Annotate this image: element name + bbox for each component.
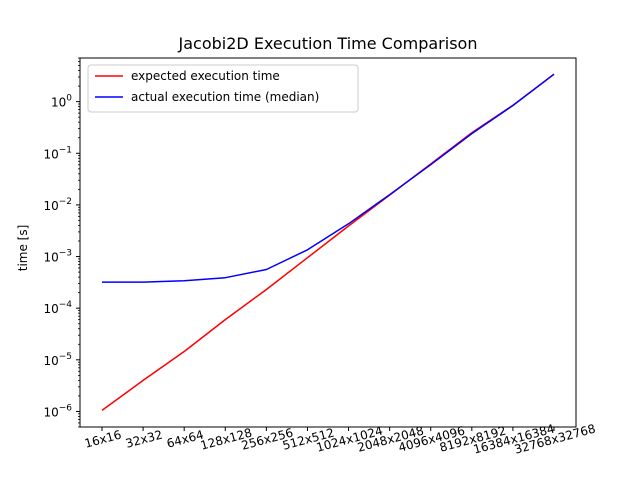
y-tick-label: 10−6	[43, 403, 72, 419]
x-tick-label: 16x16	[83, 428, 123, 451]
series-line-2	[102, 73, 555, 283]
plot-frame	[79, 57, 577, 428]
legend-label: actual execution time (median)	[131, 90, 319, 104]
y-tick-label: 10−2	[43, 197, 72, 213]
y-tick-label: 10−5	[43, 352, 72, 368]
legend: expected execution time actual execution …	[87, 64, 359, 113]
y-tick-label: 10−4	[43, 300, 72, 316]
legend-box	[87, 64, 359, 113]
chart-title: Jacobi2D Execution Time Comparison	[178, 34, 478, 53]
legend-label: expected execution time	[131, 69, 280, 83]
y-tick-label: 10−1	[43, 145, 72, 161]
x-tick-label: 32x32	[124, 428, 164, 451]
plot-area	[101, 73, 555, 412]
y-tick-label: 100	[51, 94, 72, 110]
y-tick-label: 10−3	[43, 249, 72, 265]
y-axis-label: time [s]	[16, 225, 30, 272]
